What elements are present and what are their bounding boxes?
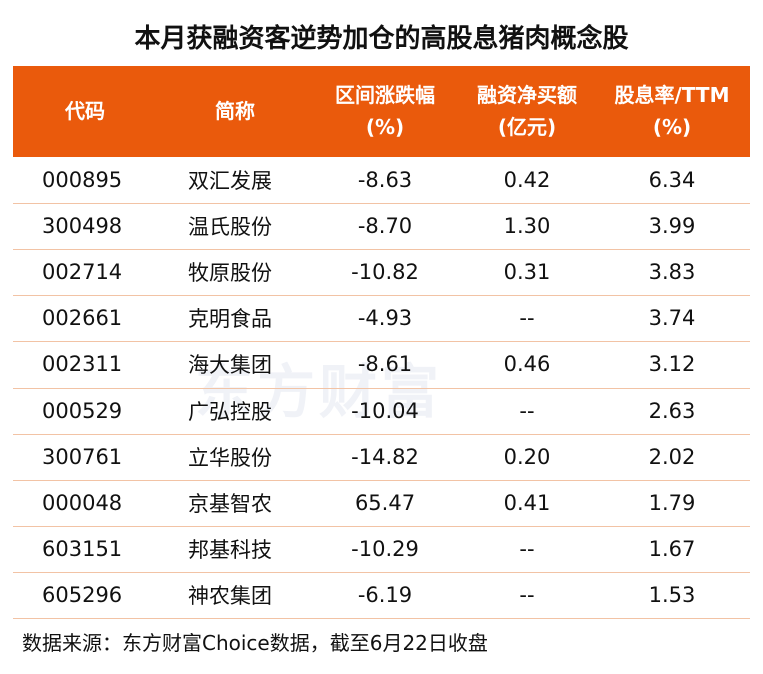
table-header xyxy=(13,66,750,157)
table-cell: 002661 xyxy=(42,306,123,331)
row-separator xyxy=(13,249,750,251)
table-cell: 0.46 xyxy=(503,352,551,377)
table-cell: 3.83 xyxy=(648,260,696,285)
table-cell: -8.63 xyxy=(357,168,413,193)
table-cell: 0.41 xyxy=(503,490,551,515)
table-cell: 2.63 xyxy=(648,398,696,423)
table-cell: 牧原股份 xyxy=(188,261,272,286)
table-cell: 克明食品 xyxy=(188,307,272,332)
table-cell: 65.47 xyxy=(354,490,416,515)
table-cell: 605296 xyxy=(42,582,123,607)
table-cell: -8.61 xyxy=(357,352,413,377)
table-cell: 3.74 xyxy=(648,306,696,331)
table-cell: 0.31 xyxy=(503,260,551,285)
table-cell: 3.12 xyxy=(648,352,696,377)
table-cell: 603151 xyxy=(42,536,123,561)
table-cell: 6.34 xyxy=(648,168,696,193)
table-cell: 300761 xyxy=(42,444,123,469)
table-cell: 3.99 xyxy=(648,214,696,239)
header-cell: (%) xyxy=(652,115,692,139)
table-cell: 000048 xyxy=(42,490,123,515)
table-cell: 神农集团 xyxy=(188,583,272,608)
table-cell: 1.67 xyxy=(648,536,696,561)
table-cell: -6.19 xyxy=(357,582,413,607)
table-cell: 000529 xyxy=(42,398,123,423)
table-cell: -- xyxy=(519,536,535,561)
table-cell: 0.20 xyxy=(503,444,551,469)
header-cell: (%) xyxy=(365,115,405,139)
title: 本月获融资客逆势加仓的高股息猪肉概念股 xyxy=(134,24,629,54)
row-separator xyxy=(13,295,750,297)
table-cell: 300498 xyxy=(42,214,123,239)
table-cell: -4.93 xyxy=(357,306,413,331)
table-cell: 002311 xyxy=(42,352,123,377)
footer: 数据来源：东方财富Choice数据，截至6月22日收盘 xyxy=(22,631,488,655)
header-cell: 简称 xyxy=(215,99,255,123)
table-cell: -- xyxy=(519,306,535,331)
table-cell: 立华股份 xyxy=(188,445,272,470)
table-cell: -- xyxy=(519,582,535,607)
table-cell: 1.53 xyxy=(648,582,696,607)
table-cell: -8.70 xyxy=(357,214,413,239)
row-separator xyxy=(13,479,750,481)
header-cell: 区间涨跌幅 xyxy=(335,83,435,107)
row-separator xyxy=(13,203,750,205)
table-cell: 双汇发展 xyxy=(188,169,272,194)
table-cell: 1.79 xyxy=(648,490,696,515)
header-cell: 代码 xyxy=(65,99,105,123)
header-cell: 股息率/TTM xyxy=(614,83,730,107)
row-separator xyxy=(13,571,750,573)
row-separator xyxy=(13,433,750,435)
row-separator xyxy=(13,341,750,343)
table-cell: 2.02 xyxy=(648,444,696,469)
table-cell: 温氏股份 xyxy=(188,215,272,240)
table-cell: 海大集团 xyxy=(188,353,272,378)
table-cell: 1.30 xyxy=(503,214,551,239)
table-cell: -10.82 xyxy=(351,260,419,285)
table-cell: 邦基科技 xyxy=(188,537,272,562)
table-cell: 京基智农 xyxy=(188,491,272,516)
table-cell: -10.04 xyxy=(351,398,419,423)
table-cell: 000895 xyxy=(42,168,123,193)
row-separator xyxy=(13,618,750,619)
row-separator xyxy=(13,525,750,527)
watermark: 东方财富 xyxy=(195,358,444,426)
header-cell: 融资净买额 xyxy=(477,83,577,107)
table-cell: 广弘控股 xyxy=(188,399,272,424)
header-cell: (亿元) xyxy=(497,115,557,139)
table-cell: -- xyxy=(519,398,535,423)
table-cell: 0.42 xyxy=(503,168,551,193)
table-cell: 002714 xyxy=(42,260,123,285)
row-separator xyxy=(13,387,750,389)
table-cell: -14.82 xyxy=(351,444,419,469)
table-cell: -10.29 xyxy=(351,536,419,561)
